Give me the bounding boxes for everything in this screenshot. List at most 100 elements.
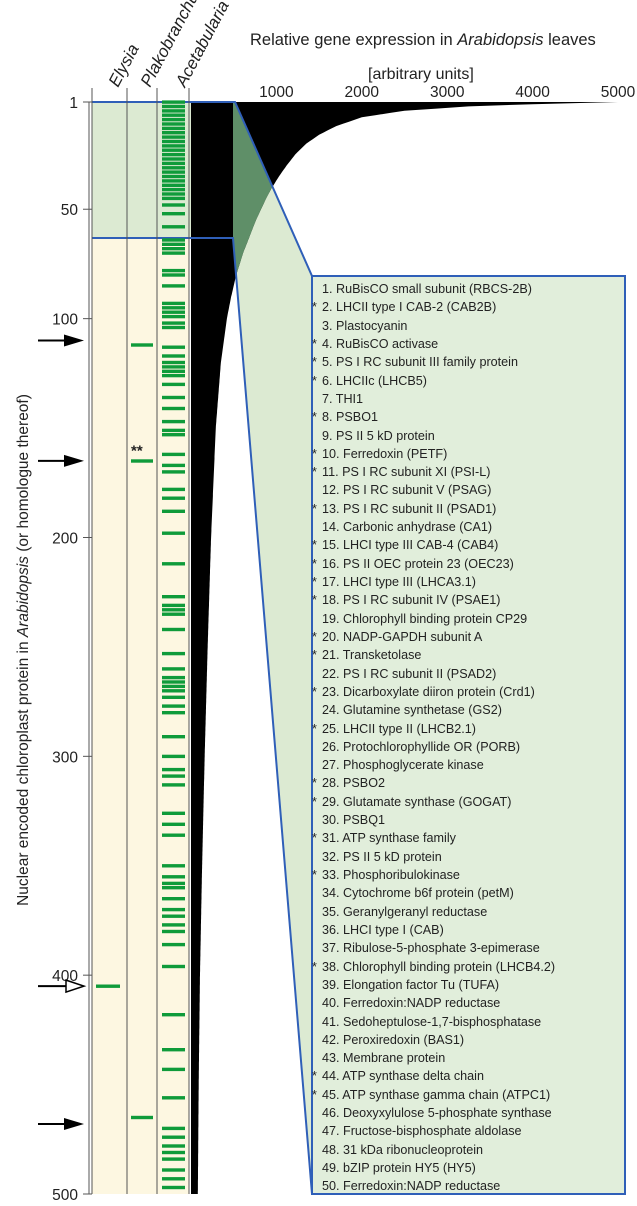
- gene-label: 15. LHCI type III CAB-4 (CAB4): [322, 538, 499, 553]
- presence-bar-acetabularia: [162, 395, 185, 400]
- top50-funnel-outline: [92, 101, 313, 277]
- presence-bar-acetabularia: [162, 881, 185, 886]
- presence-bar-acetabularia: [162, 735, 185, 739]
- presence-bar-acetabularia: [162, 122, 185, 126]
- presence-bar-acetabularia: [162, 470, 185, 474]
- gene-star-marker: *: [312, 410, 317, 425]
- gene-list-item: * 10. Ferredoxin (PETF): [312, 445, 628, 463]
- presence-bar-acetabularia: [162, 117, 185, 122]
- gene-star-marker: *: [312, 593, 317, 608]
- gene-label: 5. PS I RC subunit III family protein: [322, 355, 518, 370]
- gene-label: 26. Protochlorophyllide OR (PORB): [322, 739, 521, 754]
- presence-bar-acetabularia: [162, 360, 185, 365]
- presence-bar-acetabularia: [162, 104, 185, 109]
- presence-bar-acetabularia: [162, 247, 185, 251]
- presence-bar-acetabularia: [162, 135, 185, 139]
- gene-list-item: 7. THI1: [312, 390, 628, 408]
- gene-label: 36. LHCI type I (CAB): [322, 922, 444, 937]
- gene-list-item: 12. PS I RC subunit V (PSAG): [312, 481, 628, 499]
- gene-label: 4. RuBisCO activase: [322, 336, 439, 351]
- gene-list-item: 24. Glutamine synthetase (GS2): [312, 701, 628, 719]
- gene-label: 31. ATP synthase family: [322, 831, 456, 846]
- gene-list-item: * 17. LHCI type III (LHCA3.1): [312, 573, 628, 591]
- presence-bar-acetabularia: [162, 152, 185, 157]
- gene-list-item: 47. Fructose-bisphosphate aldolase: [312, 1122, 628, 1140]
- column-header-elysia: Elysia: [105, 41, 143, 90]
- presence-bar-acetabularia: [162, 183, 185, 187]
- gene-label: 22. PS I RC subunit II (PSAD2): [322, 666, 497, 681]
- presence-bar-acetabularia: [162, 689, 185, 693]
- gene-label: 7. THI1: [322, 391, 364, 406]
- gene-label: 49. bZIP protein HY5 (HY5): [322, 1161, 476, 1175]
- y-axis-label: Nuclear encoded chloroplast protein in A…: [15, 394, 32, 906]
- gene-list-item: 37. Ribulose-5-phosphate 3-epimerase: [312, 939, 628, 957]
- gene-list-item: 14. Carbonic anhydrase (CA1): [312, 518, 628, 536]
- gene-label: 45. ATP synthase gamma chain (ATPC1): [322, 1087, 551, 1102]
- rank-tick-label: 100: [52, 312, 78, 329]
- gene-label: 6. LHCIIc (LHCB5): [322, 373, 427, 388]
- presence-bar-acetabularia: [162, 428, 185, 433]
- gene-label: 35. Geranylgeranyl reductase: [322, 904, 488, 919]
- gene-list-item: * 2. LHCII type I CAB-2 (CAB2B): [312, 298, 628, 316]
- gene-label: 18. PS I RC subunit IV (PSAE1): [322, 593, 501, 608]
- gene-label: 37. Ribulose-5-phosphate 3-epimerase: [322, 941, 540, 956]
- presence-bar-acetabularia: [162, 695, 185, 699]
- presence-bar-acetabularia: [162, 1168, 185, 1172]
- chart-units: [arbitrary units]: [368, 66, 474, 83]
- gene-label: 2. LHCII type I CAB-2 (CAB2B): [322, 300, 497, 315]
- presence-bar-acetabularia: [162, 767, 185, 772]
- double-star-marker: **: [131, 442, 143, 459]
- gene-star-marker: *: [312, 648, 317, 663]
- presence-bar-acetabularia: [162, 704, 185, 708]
- presence-bar-acetabularia: [162, 187, 185, 192]
- x-tick-label: 5000: [601, 84, 636, 101]
- gene-star-marker: *: [312, 959, 317, 974]
- presence-bar-acetabularia: [162, 273, 185, 277]
- gene-star-marker: *: [312, 538, 317, 553]
- gene-list-item: 19. Chlorophyll binding protein CP29: [312, 610, 628, 628]
- gene-label: 48. 31 kDa ribonucleoprotein: [322, 1142, 484, 1157]
- gene-list-item: 30. PSBQ1: [312, 811, 628, 829]
- presence-bar-acetabularia: [162, 354, 185, 358]
- gene-star-marker: *: [312, 355, 317, 370]
- gene-star-marker: *: [312, 300, 317, 315]
- y-axis-label-part-1: Nuclear encoded chloroplast protein in: [15, 637, 32, 906]
- presence-bar-acetabularia: [162, 783, 185, 787]
- presence-bar-acetabularia: [162, 345, 185, 349]
- presence-bar-acetabularia: [162, 170, 185, 174]
- gene-star-marker: *: [312, 1087, 317, 1102]
- rank-tick-label: 200: [52, 530, 78, 547]
- presence-bar-acetabularia: [162, 1126, 185, 1131]
- gene-label: 39. Elongation factor Tu (TUFA): [322, 977, 500, 992]
- gene-list-item: * 21. Transketolase: [312, 646, 628, 664]
- presence-bar-acetabularia: [162, 1157, 185, 1161]
- gene-list-item: 48. 31 kDa ribonucleoprotein: [312, 1141, 628, 1159]
- presence-bar-acetabularia: [162, 242, 185, 246]
- presence-bar-acetabularia: [162, 251, 185, 255]
- gene-list-item: * 11. PS I RC subunit XI (PSI-L): [312, 463, 628, 481]
- gene-list-item: * 31. ATP synthase family: [312, 829, 628, 847]
- chart-title-part-3: leaves: [544, 31, 596, 49]
- gene-star-marker: *: [312, 373, 317, 388]
- gene-label: 21. Transketolase: [322, 648, 422, 663]
- presence-bar-acetabularia: [162, 452, 185, 457]
- presence-bar-acetabularia: [162, 675, 185, 680]
- gene-list-item: * 20. NADP-GAPDH subunit A: [312, 628, 628, 646]
- presence-bar-acetabularia: [162, 562, 185, 566]
- gene-star-marker: *: [312, 336, 317, 351]
- gene-star-marker: *: [312, 629, 317, 644]
- presence-bar-acetabularia: [162, 166, 185, 170]
- presence-bar-acetabularia: [162, 314, 185, 319]
- presence-bar-acetabularia: [162, 174, 185, 179]
- gene-list-item: 41. Sedoheptulose-1,7-bisphosphatase: [312, 1013, 628, 1031]
- gene-list-item: * 38. Chlorophyll binding protein (LHCB4.…: [312, 958, 628, 976]
- presence-bar-acetabularia: [162, 684, 185, 689]
- gene-label: 44. ATP synthase delta chain: [322, 1069, 484, 1084]
- presence-bar-acetabularia: [162, 667, 185, 671]
- rank-axis: 1 50 100 200 300 400 500: [52, 95, 92, 1204]
- gene-label: 9. PS II 5 kD protein: [322, 428, 435, 443]
- presence-bar-acetabularia: [162, 148, 185, 152]
- presence-bar-acetabularia: [162, 1150, 185, 1155]
- highlight-arrows: [38, 334, 87, 1130]
- gene-label: 16. PS II OEC protein 23 (OEC23): [322, 556, 514, 571]
